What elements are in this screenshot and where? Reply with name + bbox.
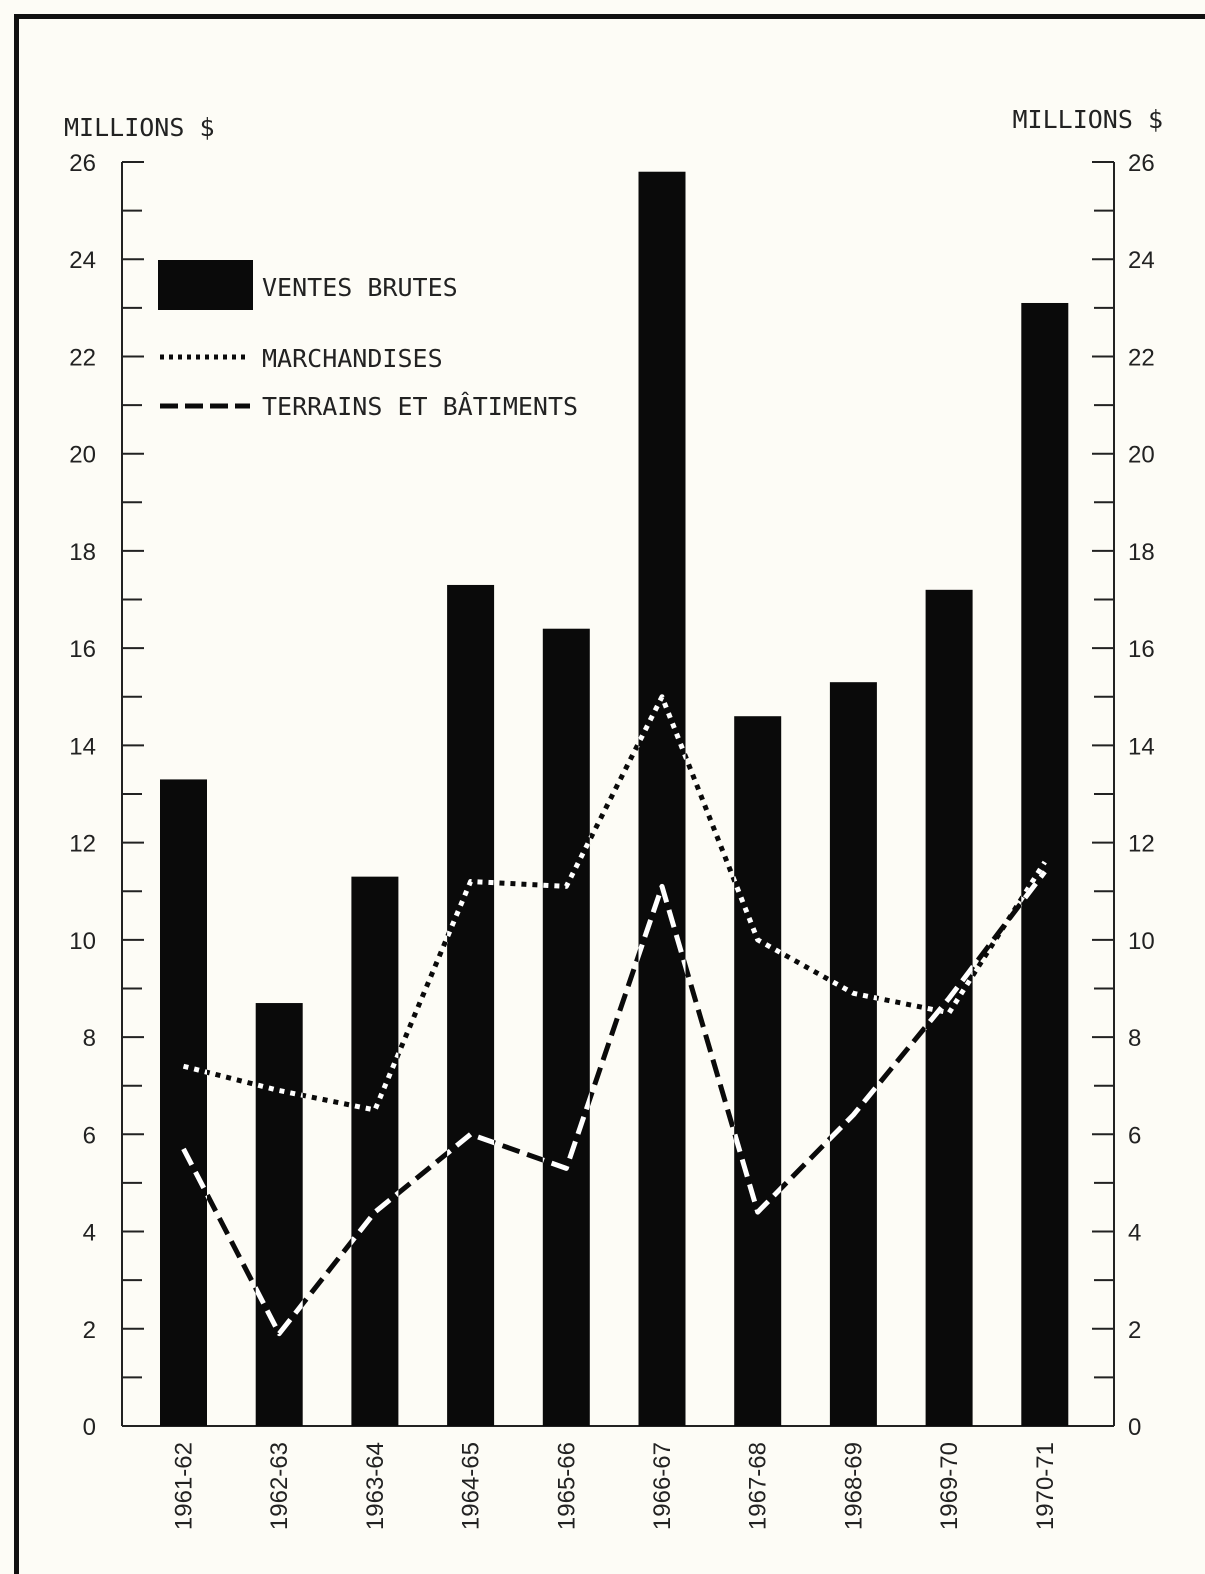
right-tick-label: 18 bbox=[1128, 539, 1155, 566]
x-tick-labels: 1961-62 1962-63 1963-64 1964-65 1965-66 1966-… bbox=[171, 1442, 1059, 1530]
bar-1968-69 bbox=[830, 682, 877, 1426]
left-tick-label: 14 bbox=[69, 733, 96, 760]
left-tick-label: 26 bbox=[69, 150, 96, 177]
x-tick-label: 1961-62 bbox=[171, 1442, 198, 1530]
right-tick-label: 26 bbox=[1128, 150, 1155, 177]
left-axis-label: MILLIONS $ bbox=[64, 113, 215, 142]
x-tick-label: 1970-71 bbox=[1032, 1442, 1059, 1530]
terrains-batiments-line-on-bars bbox=[184, 872, 1045, 1334]
right-tick-label: 0 bbox=[1128, 1414, 1141, 1441]
legend-label-ventes-brutes: VENTES BRUTES bbox=[262, 273, 458, 302]
bar-1967-68 bbox=[734, 716, 781, 1426]
x-tick-label: 1968-69 bbox=[840, 1442, 867, 1530]
legend: VENTES BRUTES MARCHANDISES TERRAINS ET B… bbox=[158, 260, 578, 421]
right-axis-label: MILLIONS $ bbox=[1012, 105, 1163, 134]
right-tick-label: 16 bbox=[1128, 636, 1155, 663]
left-tick-label: 22 bbox=[69, 344, 96, 371]
left-tick-label: 2 bbox=[83, 1317, 96, 1344]
right-tick-label: 14 bbox=[1128, 733, 1155, 760]
right-tick-label: 6 bbox=[1128, 1122, 1141, 1149]
x-tick-label: 1969-70 bbox=[936, 1442, 963, 1530]
terrains-batiments-line bbox=[184, 872, 1045, 1334]
marchandises-line-on-bars bbox=[184, 697, 1045, 1110]
left-tick-label: 8 bbox=[83, 1025, 96, 1052]
x-tick-label: 1966-67 bbox=[649, 1442, 676, 1530]
left-tick-label: 4 bbox=[83, 1220, 96, 1247]
right-tick-label: 8 bbox=[1128, 1025, 1141, 1052]
left-tick-label: 10 bbox=[69, 928, 96, 955]
left-tick-label: 18 bbox=[69, 539, 96, 566]
bar-1961-62 bbox=[160, 779, 207, 1426]
bar-1962-63 bbox=[256, 1003, 303, 1426]
left-tick-label: 6 bbox=[83, 1122, 96, 1149]
legend-label-terrains-batiments: TERRAINS ET BÂTIMENTS bbox=[262, 392, 578, 421]
marchandises-line bbox=[184, 697, 1045, 1110]
left-tick-label: 0 bbox=[83, 1414, 96, 1441]
x-tick-label: 1967-68 bbox=[745, 1442, 772, 1530]
x-tick-label: 1963-64 bbox=[362, 1442, 389, 1530]
bar-1965-66 bbox=[543, 629, 590, 1426]
right-tick-label: 12 bbox=[1128, 831, 1155, 858]
x-tick-label: 1965-66 bbox=[553, 1442, 580, 1530]
x-tick-label: 1964-65 bbox=[458, 1442, 485, 1530]
left-tick-label: 20 bbox=[69, 442, 96, 469]
legend-label-marchandises: MARCHANDISES bbox=[262, 344, 443, 373]
lines-group bbox=[183, 697, 1045, 1334]
bar-1963-64 bbox=[351, 877, 398, 1426]
left-tick-label: 24 bbox=[69, 247, 96, 274]
right-tick-label: 2 bbox=[1128, 1317, 1141, 1344]
left-tick-label: 12 bbox=[69, 831, 96, 858]
left-tick-label: 16 bbox=[69, 636, 96, 663]
legend-swatch-bars bbox=[158, 260, 253, 310]
bar-1966-67 bbox=[639, 172, 686, 1426]
x-tick-label: 1962-63 bbox=[266, 1442, 293, 1530]
bar-1964-65 bbox=[447, 585, 494, 1426]
right-tick-label: 4 bbox=[1128, 1220, 1141, 1247]
right-tick-label: 20 bbox=[1128, 442, 1155, 469]
right-tick-label: 10 bbox=[1128, 928, 1155, 955]
right-tick-label: 22 bbox=[1128, 344, 1155, 371]
right-tick-label: 24 bbox=[1128, 247, 1155, 274]
